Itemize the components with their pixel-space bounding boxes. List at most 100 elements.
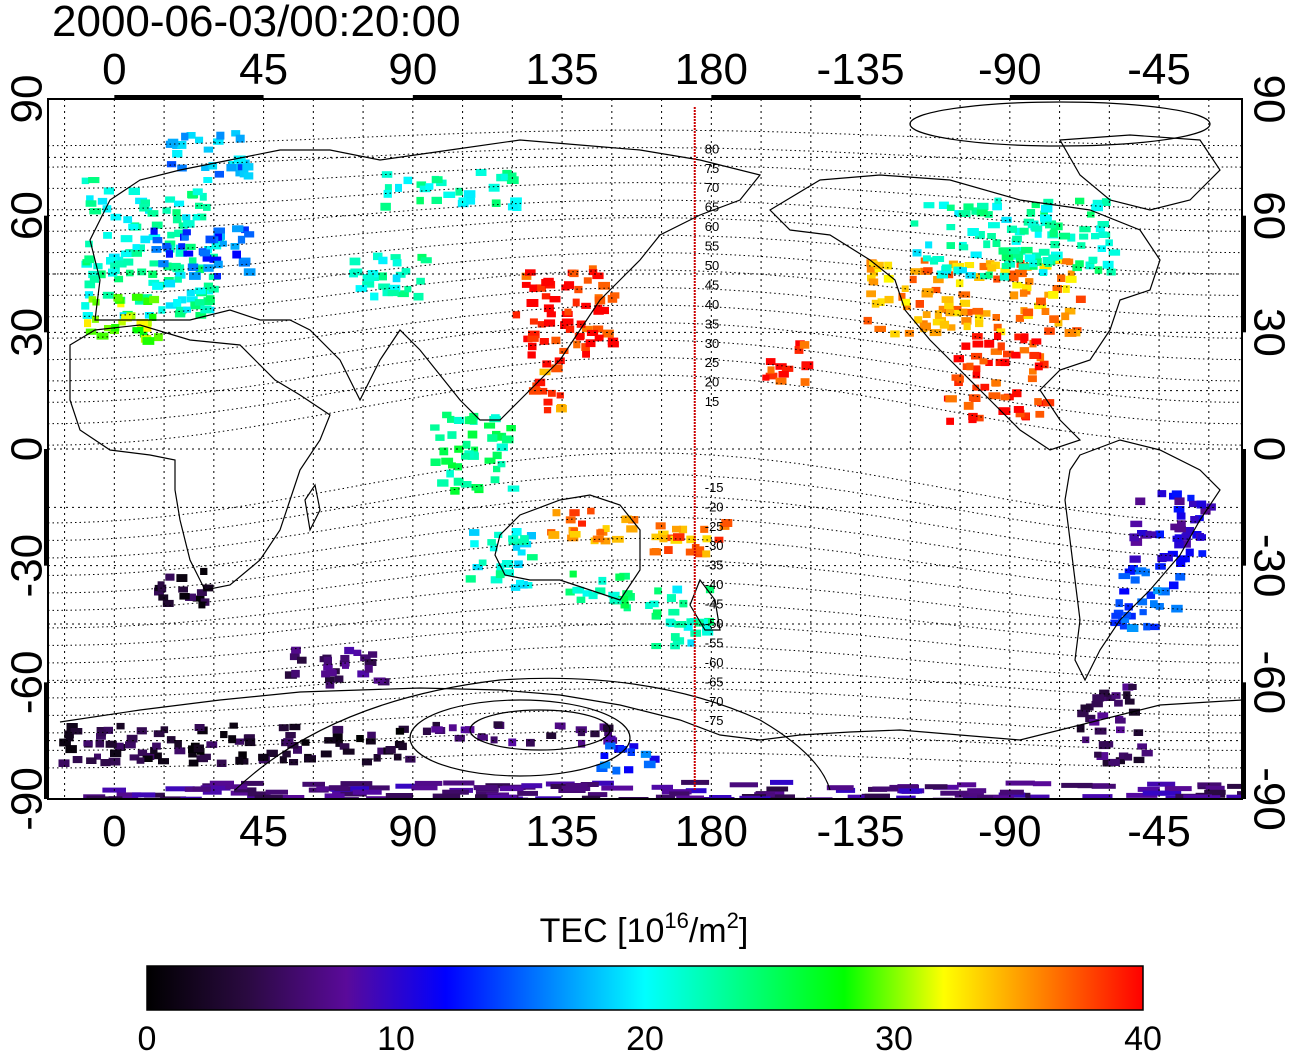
- tec-pixel: [958, 267, 967, 274]
- tec-pixel: [103, 726, 113, 734]
- tec-pixel: [766, 786, 789, 792]
- tec-pixel: [489, 543, 498, 552]
- tec-pixel: [972, 307, 984, 315]
- tec-pixel: [1119, 623, 1128, 630]
- tec-pixel: [174, 229, 186, 238]
- tec-pixel: [512, 311, 521, 319]
- tec-pixel: [528, 342, 537, 351]
- tec-pixel: [1025, 794, 1050, 799]
- tec-pixel: [955, 279, 964, 288]
- tec-pixel: [628, 516, 639, 524]
- tec-pixel: [84, 319, 92, 328]
- tec-pixel: [230, 790, 252, 796]
- tec-pixel: [587, 792, 608, 798]
- tec-pixel: [561, 786, 591, 791]
- tec-pixel: [583, 277, 592, 284]
- colorbar-tick-label: 40: [1124, 1020, 1162, 1057]
- tec-pixel: [1111, 692, 1121, 699]
- tec-pixel: [183, 250, 194, 257]
- tec-pixel: [672, 525, 681, 533]
- x-tick-label-top: 45: [239, 45, 288, 94]
- tec-pixel: [1176, 559, 1186, 567]
- tec-pixel: [195, 311, 207, 319]
- tec-pixel: [431, 176, 443, 183]
- tec-pixel: [1157, 790, 1182, 796]
- tec-pixel: [232, 250, 241, 259]
- tec-pixel: [185, 593, 196, 601]
- tec-pixel: [549, 296, 561, 303]
- tec-pixel: [685, 548, 695, 556]
- tec-pixel: [659, 535, 668, 543]
- tec-pixel: [946, 242, 955, 249]
- tec-pixel: [194, 299, 205, 306]
- tec-pixel: [1197, 782, 1222, 788]
- tec-pixel: [507, 203, 518, 211]
- tec-pixel: [362, 274, 375, 282]
- tec-pixel: [455, 187, 463, 196]
- tec-pixel: [511, 528, 522, 536]
- tec-pixel: [1076, 724, 1085, 733]
- tec-pixel: [1040, 210, 1048, 218]
- tec-pixel: [1130, 576, 1140, 584]
- tec-pixel: [984, 339, 995, 348]
- tec-pixel: [150, 746, 158, 754]
- tec-pixel: [910, 220, 919, 227]
- tec-pixel: [1000, 394, 1010, 401]
- tec-pixel: [721, 519, 733, 527]
- tec-pixel: [569, 570, 577, 578]
- tec-pixel: [1092, 694, 1105, 702]
- y-tick-label-left: 0: [3, 437, 52, 461]
- tec-pixel: [678, 525, 688, 534]
- tec-pixel: [131, 293, 143, 301]
- x-tick-label-bottom: 90: [388, 807, 437, 856]
- tec-pixel: [1129, 555, 1141, 563]
- tec-pixel: [567, 534, 579, 542]
- tec-pixel: [932, 256, 945, 262]
- tec-pixel: [960, 308, 968, 316]
- tec-pixel: [963, 322, 971, 331]
- tec-pixel: [178, 586, 188, 593]
- tec-pixel: [244, 734, 255, 741]
- tec-pixel: [618, 595, 629, 604]
- tec-pixel: [1012, 281, 1023, 289]
- tec-pixel: [93, 263, 103, 270]
- tec-pixel: [378, 256, 388, 265]
- tec-pixel: [278, 724, 289, 732]
- tec-pixel: [1085, 714, 1096, 723]
- tec-pixel: [197, 213, 207, 221]
- tec-pixel: [103, 232, 112, 239]
- tec-pixel: [651, 643, 662, 650]
- tec-pixel: [998, 407, 1011, 415]
- y-tick-label-right: 0: [1244, 437, 1292, 461]
- tec-pixel: [1198, 550, 1207, 557]
- tec-pixel: [1000, 358, 1010, 367]
- frame-bar-right: [1241, 682, 1246, 799]
- tec-pixel: [175, 271, 186, 279]
- tec-pixel: [273, 795, 305, 799]
- contour-label: 45: [705, 277, 719, 292]
- tec-pixel: [420, 257, 432, 264]
- tec-pixel: [964, 262, 975, 269]
- tec-pixel: [357, 670, 370, 678]
- tec-pixel: [593, 308, 604, 315]
- y-tick-label-left: 60: [3, 191, 52, 240]
- contour-label: -60: [705, 655, 724, 670]
- y-tick-label-right: -30: [1244, 534, 1292, 598]
- tec-pixel: [97, 197, 108, 205]
- tec-pixel: [199, 753, 211, 760]
- tec-pixel: [390, 254, 401, 261]
- tec-pixel: [180, 796, 202, 799]
- tec-pixel: [1118, 752, 1129, 760]
- tec-pixel: [1135, 497, 1146, 506]
- tec-pixel: [578, 520, 586, 527]
- tec-pixel: [679, 599, 688, 608]
- tec-pixel: [432, 721, 440, 730]
- tec-pixel: [1022, 284, 1032, 292]
- tec-pixel: [923, 202, 935, 209]
- tec-pixel: [799, 341, 810, 349]
- tec-pixel: [1197, 534, 1206, 541]
- tec-pixel: [373, 252, 383, 261]
- tec-pixel: [953, 266, 962, 275]
- tec-pixel: [552, 509, 561, 517]
- magnetic-latitude-curve: [48, 516, 1242, 576]
